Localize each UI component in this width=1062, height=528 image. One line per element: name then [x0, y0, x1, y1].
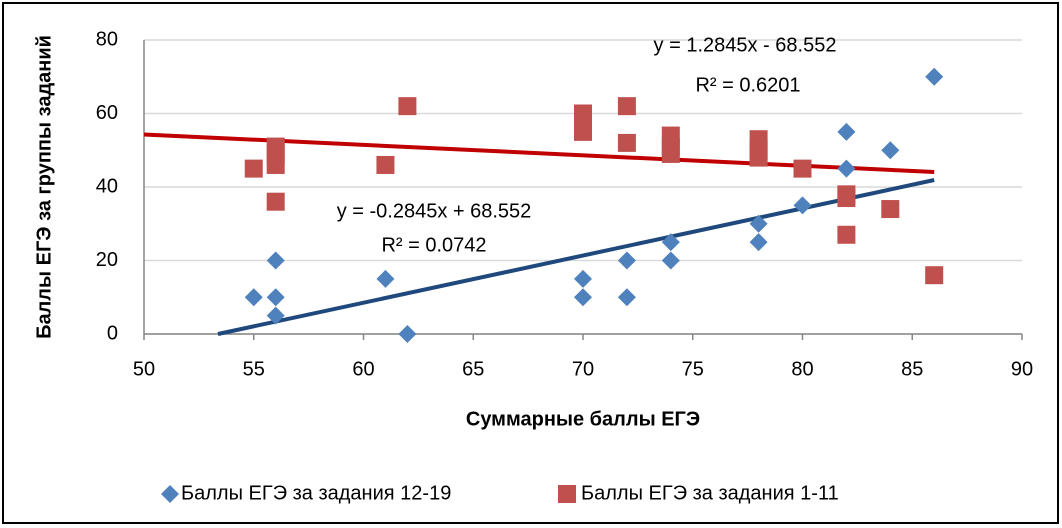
legend-marker: [558, 485, 576, 503]
x-tick-label: 90: [1011, 358, 1033, 380]
point: [617, 133, 636, 152]
point: [793, 196, 812, 215]
y-axis-title: Баллы ЕГЭ за группы заданий: [33, 35, 55, 339]
x-tick-label: 85: [901, 358, 923, 380]
y-tick-label: 0: [107, 322, 118, 344]
point: [661, 144, 680, 163]
point: [398, 97, 417, 116]
point: [244, 159, 263, 178]
point: [881, 200, 900, 219]
annotation: R² = 0.6201: [695, 74, 800, 96]
x-tick-label: 50: [133, 358, 155, 380]
legend-marker: [161, 485, 179, 503]
grid: [143, 39, 1023, 340]
point: [244, 288, 263, 307]
point: [266, 155, 285, 174]
point: [617, 97, 636, 116]
point: [881, 141, 900, 160]
point: [925, 67, 944, 86]
x-axis-title: Суммарные баллы ЕГЭ: [466, 408, 700, 430]
point: [376, 269, 395, 288]
x-tick-label: 70: [572, 358, 594, 380]
point: [837, 189, 856, 208]
trendline: [217, 178, 935, 336]
point: [749, 214, 768, 233]
point: [661, 233, 680, 252]
x-tick-label: 75: [682, 358, 704, 380]
point: [837, 122, 856, 141]
marks: [244, 67, 944, 343]
point: [837, 225, 856, 244]
point: [925, 266, 944, 285]
y-tick-label: 20: [96, 249, 118, 271]
point: [574, 122, 592, 141]
point: [266, 306, 285, 325]
y-tick-label: 80: [96, 28, 118, 50]
point: [398, 325, 417, 343]
y-tick-label: 40: [96, 175, 118, 197]
x-tick-label: 60: [352, 358, 374, 380]
point: [661, 251, 680, 270]
point: [266, 288, 285, 307]
point: [266, 192, 285, 211]
x-tick-label: 55: [243, 358, 265, 380]
point: [749, 233, 768, 252]
point: [617, 251, 636, 270]
point: [793, 159, 812, 178]
point: [574, 269, 592, 288]
x-tick-label: 65: [462, 358, 484, 380]
point: [617, 288, 636, 307]
point: [266, 251, 285, 270]
y-tick-label: 60: [96, 102, 118, 124]
legend-label: Баллы ЕГЭ за задания 1-11: [581, 482, 839, 504]
point: [837, 159, 856, 178]
point: [574, 288, 592, 307]
annotation: y = 1.2845x - 68.552: [654, 34, 837, 56]
point: [749, 148, 768, 167]
annotation: R² = 0.0742: [381, 234, 486, 256]
annotation: y = -0.2845x + 68.552: [337, 200, 532, 222]
point: [376, 155, 395, 174]
x-tick-label: 80: [791, 358, 813, 380]
legend-label: Баллы ЕГЭ за задания 12-19: [181, 482, 451, 504]
